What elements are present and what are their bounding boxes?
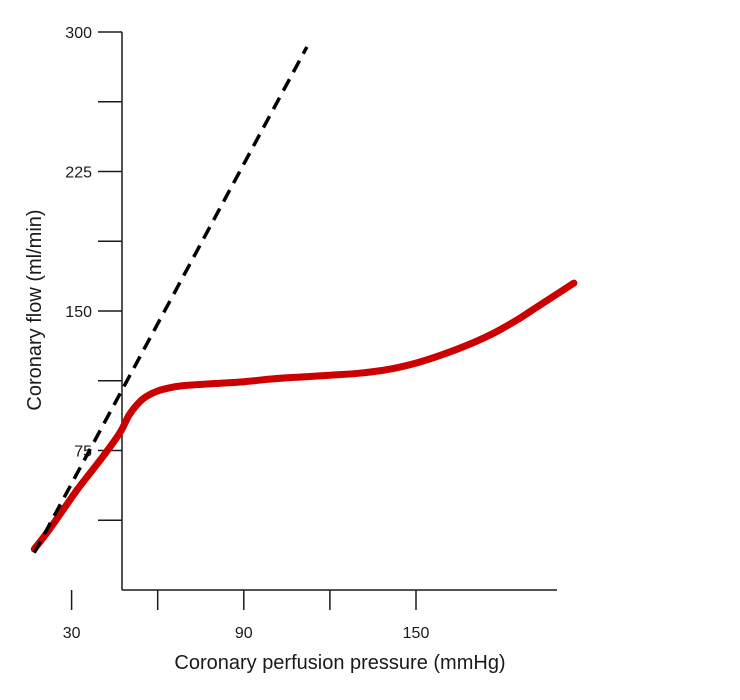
series-line-pressure-passive: [32, 46, 309, 554]
y-tick-label: 225: [65, 165, 92, 182]
y-tick-label: 300: [65, 25, 92, 42]
y-axis-title: Coronary flow (ml/min): [24, 209, 46, 410]
series-line-autoregulated: [30, 279, 578, 553]
x-tick-label: 150: [403, 625, 430, 642]
y-tick-label: 150: [65, 304, 92, 321]
series-layer: [30, 46, 578, 554]
y-axis-title-wrap: Coronary flow (ml/min): [24, 209, 46, 410]
x-axis-title: Coronary perfusion pressure (mmHg): [174, 652, 505, 674]
x-tick-label: 90: [235, 625, 253, 642]
x-tick-label: 30: [63, 625, 81, 642]
